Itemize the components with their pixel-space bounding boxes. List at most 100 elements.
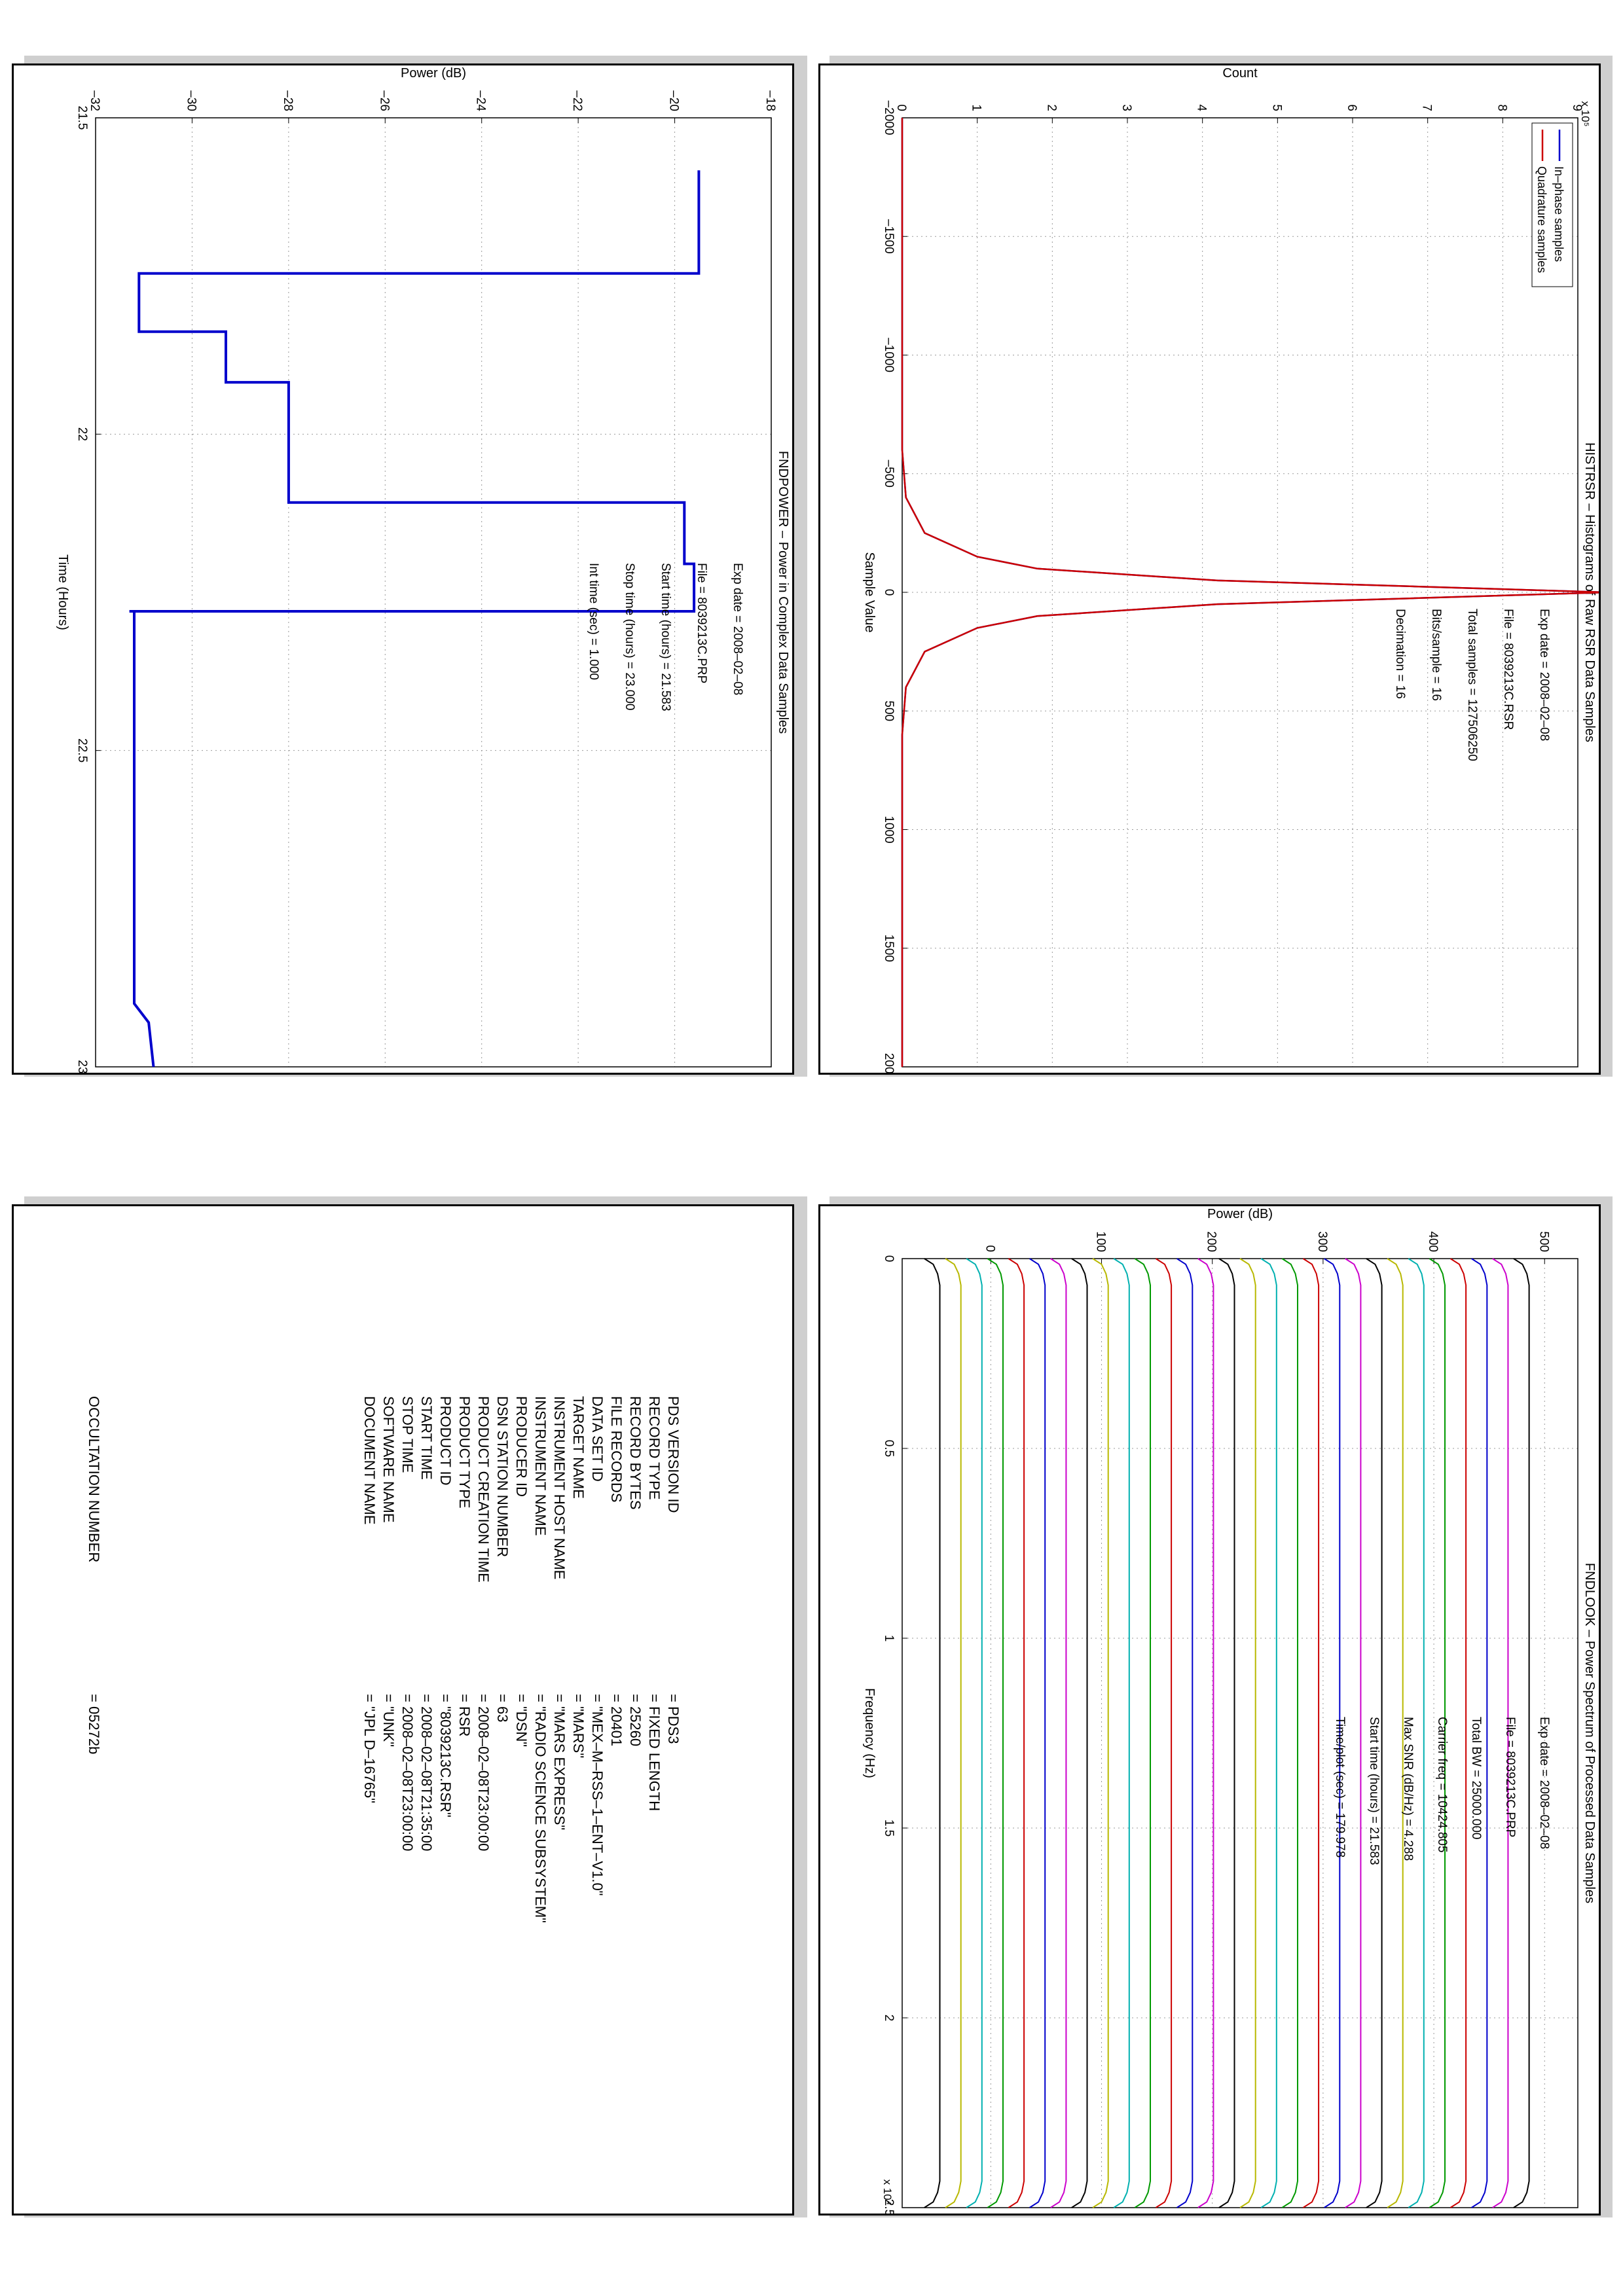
y-tick-label: –22 (570, 90, 584, 111)
info-line: Decimation = 16 (1393, 609, 1407, 699)
y-tick-label: 100 (1094, 1231, 1108, 1252)
info-line: Bits/sample = 16 (1429, 609, 1443, 701)
info-line: Start time (hours) = 21.583 (659, 563, 672, 711)
label-value: = 20401 (608, 1694, 625, 1747)
spectrum-line (1492, 1258, 1509, 2208)
power-trace (129, 170, 701, 1067)
x-axis-label: Frequency (Hz) (862, 1688, 877, 1778)
power-chart: FNDPOWER – Power in Complex Data Samples… (56, 66, 790, 1073)
x-tick-label: 1.5 (882, 1820, 896, 1837)
plot-frame (95, 117, 772, 1067)
y-tick-label: 300 (1315, 1231, 1329, 1252)
label-value: = "DSN" (513, 1694, 530, 1748)
x-tick-label: 2 (882, 2015, 896, 2022)
info-line: Start time (hours) = 21.583 (1367, 1717, 1381, 1865)
power-panel: FNDPOWER – Power in Complex Data Samples… (12, 63, 794, 1075)
label-key: PRODUCT ID (437, 1396, 454, 1486)
label-value: = "8039213C.RSR" (437, 1694, 454, 1818)
x-tick-label: 1000 (882, 816, 896, 843)
label-value: = 2008–02–08T23:00:00 (475, 1694, 492, 1852)
y-exponent-label: x 10⁵ (1579, 101, 1592, 126)
y-tick-label: 8 (1495, 104, 1508, 111)
y-tick-label: 3 (1120, 104, 1133, 111)
y-tick-label: –26 (377, 90, 391, 111)
x-tick-label: 23 (75, 1060, 89, 1073)
x-exponent-label: x 10⁴ (881, 2179, 894, 2205)
info-line: Int time (sec) = 1.000 (587, 563, 600, 680)
y-tick-label: 7 (1420, 104, 1434, 111)
label-value: = 2008–02–08T23:00:00 (399, 1694, 416, 1852)
chart-title: FNDLOOK – Power Spectrum of Processed Da… (1582, 1563, 1597, 1903)
label-value: = 05272b (86, 1694, 102, 1755)
y-tick-label: 5 (1269, 104, 1283, 111)
x-axis-label: Sample Value (862, 552, 877, 632)
info-line: Stop time (hours) = 23.000 (623, 563, 636, 711)
spectrum-line (1197, 1258, 1214, 2208)
label-value: = "RADIO SCIENCE SUBSYSTEM" (532, 1694, 549, 1923)
info-line: Carrier freq = 10424.805 (1435, 1717, 1449, 1853)
spectrum-line (1176, 1258, 1194, 2208)
label-value: = "JPL D–16765" (361, 1694, 378, 1804)
info-line: Time/plot (sec) = 179.978 (1333, 1717, 1347, 1857)
x-tick-label: 0.5 (882, 1440, 896, 1457)
info-line: Exp date = 2008–02–08 (1537, 1717, 1551, 1849)
spectrum-line (1324, 1258, 1341, 2208)
spectrum-line (924, 1258, 941, 2208)
y-tick-label: 400 (1426, 1231, 1440, 1252)
spectrum-line (1155, 1258, 1173, 2208)
chart-title: FNDPOWER – Power in Complex Data Samples (776, 451, 790, 734)
spectrum-line (1450, 1258, 1467, 2208)
pds-label-panel: PDS VERSION ID = PDS3 RECORD TYPE = FIXED L… (12, 1204, 794, 2215)
label-key: TARGET NAME (570, 1396, 587, 1499)
info-line: File = 8039213C.PRP (1503, 1717, 1517, 1837)
spectrum-line (1366, 1258, 1383, 2208)
y-axis-label: Power (dB) (1207, 1207, 1273, 1221)
label-value: = FIXED LENGTH (646, 1694, 663, 1812)
info-line: Max SNR (dB/Hz) = 4.288 (1401, 1717, 1415, 1861)
spectrum-line (1260, 1258, 1277, 2208)
plot-frame (902, 117, 1578, 1067)
y-tick-label: 2 (1044, 104, 1058, 111)
spectrum-line (1471, 1258, 1488, 2208)
info-line: Total BW = 25000.000 (1469, 1717, 1483, 1840)
spectrum-line (1218, 1258, 1235, 2208)
spectrum-line (1345, 1258, 1362, 2208)
histogram-series-line (901, 118, 1599, 1067)
spectrum-line (1050, 1258, 1067, 2208)
label-key: PRODUCT CREATION TIME (475, 1396, 492, 1583)
spectrum-line (1134, 1258, 1151, 2208)
label-key: RECORD BYTES (627, 1396, 644, 1510)
label-key: PRODUCT TYPE (456, 1396, 473, 1509)
label-value: = RSR (456, 1694, 473, 1737)
legend-box (1531, 122, 1573, 287)
label-value: = PDS3 (665, 1694, 682, 1744)
label-key: INSTRUMENT NAME (532, 1396, 549, 1536)
x-tick-label: –1000 (882, 338, 896, 372)
spectrum-line (1281, 1258, 1298, 2208)
spectrum-line (1239, 1258, 1256, 2208)
x-tick-label: 1500 (882, 935, 896, 962)
spectrum-line (1302, 1258, 1320, 2208)
spectrum-line (1092, 1258, 1109, 2208)
label-value: = "MARS EXPRESS" (551, 1694, 568, 1831)
y-tick-label: 0 (894, 104, 908, 111)
y-tick-label: 6 (1345, 104, 1359, 111)
label-key: RECORD TYPE (646, 1396, 663, 1500)
label-key: PDS VERSION ID (665, 1396, 682, 1513)
spectrum-line (987, 1258, 1004, 2208)
info-line: File = 8039213C.RSR (1501, 609, 1515, 730)
label-value: = "MARS" (570, 1694, 587, 1759)
x-tick-label: 22.5 (75, 738, 89, 762)
spectrum-line (1513, 1258, 1530, 2208)
spectrum-line (966, 1258, 983, 2208)
pds-label-table: PDS VERSION ID = PDS3 RECORD TYPE = FIXED L… (14, 1206, 792, 2214)
x-tick-label: 0 (882, 589, 896, 596)
label-key: START TIME (418, 1396, 435, 1480)
x-tick-label: 500 (882, 700, 896, 721)
spectrum-line (945, 1258, 962, 2208)
x-tick-label: –2000 (882, 101, 896, 135)
label-value: = 25260 (627, 1694, 644, 1747)
info-line: File = 8039213C.PRP (695, 563, 708, 683)
label-key: DSN STATION NUMBER (494, 1396, 511, 1558)
x-tick-label: 21.5 (75, 106, 89, 130)
